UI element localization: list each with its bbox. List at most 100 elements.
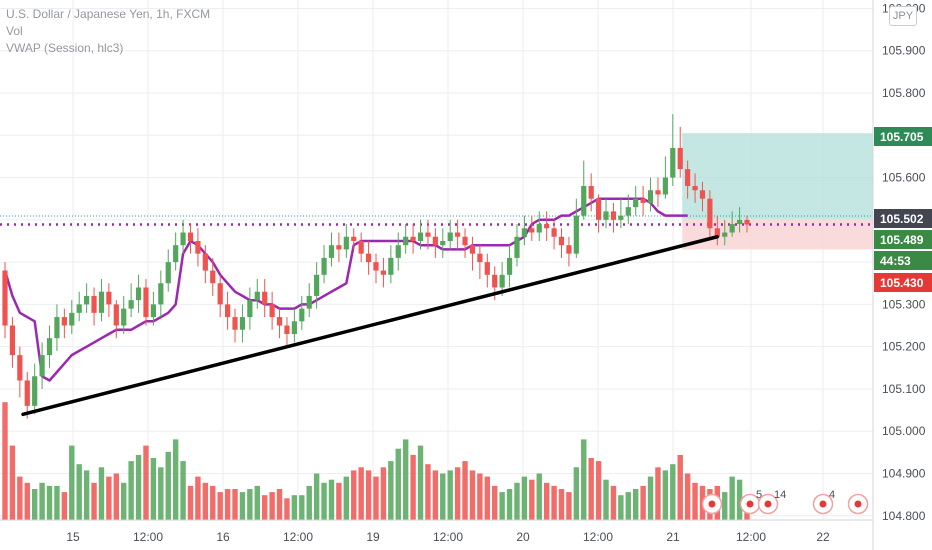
candle-body	[180, 232, 186, 246]
volume-bar	[113, 473, 119, 520]
volume-indicator-label[interactable]: Vol	[6, 24, 23, 38]
volume-bar	[618, 495, 624, 520]
candle	[484, 253, 490, 288]
candle-body	[707, 198, 713, 229]
volume-bar	[670, 464, 676, 520]
volume-bar	[217, 492, 223, 520]
candle-body	[573, 215, 579, 254]
y-tick-label: 105.600	[882, 171, 926, 185]
candle-body	[17, 355, 23, 381]
candle-body	[299, 308, 305, 322]
volume-bar	[24, 482, 30, 520]
symbol-title[interactable]: U.S. Dollar / Japanese Yen, 1h, FXCM	[6, 7, 211, 21]
candle	[662, 156, 668, 199]
candle-body	[744, 219, 750, 225]
candle-body	[173, 245, 179, 263]
candle	[321, 245, 327, 284]
volume-bar	[610, 485, 617, 520]
candle-body	[403, 236, 409, 246]
volume-bar	[558, 489, 565, 520]
candle	[373, 253, 379, 284]
volume-bar	[432, 470, 439, 520]
volume-bar	[358, 467, 364, 520]
trendline[interactable]	[21, 234, 720, 417]
volume-bar	[76, 464, 82, 520]
candle-body	[121, 308, 127, 326]
price-tag-bg	[874, 273, 932, 292]
candle-body	[388, 257, 394, 275]
event-dot	[708, 500, 716, 508]
currency-badge[interactable]: JPY	[889, 6, 917, 26]
candle	[106, 283, 112, 318]
volume-bar	[454, 467, 461, 520]
candle-body	[39, 355, 45, 377]
candle-body	[566, 245, 572, 254]
candle	[388, 245, 394, 284]
volume-bar	[128, 461, 134, 520]
candle	[195, 228, 201, 267]
candle	[633, 186, 639, 216]
candle	[573, 198, 579, 258]
candle	[262, 279, 268, 318]
candle	[469, 236, 476, 271]
volume-bar	[588, 458, 594, 520]
volume-bar	[722, 492, 728, 520]
candle	[314, 262, 320, 309]
candle	[618, 198, 624, 229]
vwap-indicator-label[interactable]: VWAP (Session, hlc3)	[6, 41, 124, 55]
candle	[432, 228, 438, 258]
candle-body	[373, 262, 379, 271]
candle-body	[395, 245, 401, 258]
candle-body	[150, 304, 156, 318]
candle	[225, 291, 231, 330]
candle	[247, 287, 253, 330]
volume-bar	[61, 492, 68, 520]
candle	[128, 283, 134, 318]
long-position-tool[interactable]	[0, 133, 873, 250]
candle	[158, 270, 164, 318]
volume-bar	[566, 492, 572, 520]
volume-bar	[573, 467, 580, 520]
x-tick-label: 16	[216, 530, 230, 544]
candle	[173, 232, 179, 271]
candle-body	[536, 224, 542, 233]
candle-body	[314, 274, 320, 296]
event-markers[interactable]: 5 14 4	[701, 489, 869, 515]
candle-body	[633, 198, 639, 208]
candle	[187, 224, 194, 254]
y-tick-label: 105.300	[882, 297, 926, 311]
volume-bar	[440, 473, 446, 520]
candle	[425, 219, 431, 250]
volume-bar	[499, 492, 505, 520]
vwap-series	[3, 197, 688, 382]
candle-body	[410, 236, 416, 241]
candle	[736, 207, 743, 233]
candle-body	[269, 304, 275, 318]
y-tick-label: 104.800	[882, 509, 926, 523]
candle-body	[135, 287, 142, 301]
candle-body	[440, 240, 446, 246]
volume-bar	[313, 473, 320, 520]
candle	[729, 211, 735, 237]
candle-body	[351, 236, 357, 241]
candle-body	[262, 291, 268, 305]
price-tag-label: 105.430	[880, 276, 924, 290]
event-count: 5	[756, 489, 762, 501]
candle-body	[2, 270, 8, 326]
volume-bar	[492, 485, 498, 520]
candle	[343, 224, 349, 258]
price-tag-bg	[874, 209, 932, 228]
volume-bar	[647, 476, 654, 520]
candle-body	[336, 245, 342, 250]
candle	[46, 325, 53, 368]
price-tag: 105.430	[874, 273, 932, 292]
volume-bar	[143, 445, 149, 520]
volume-bar	[187, 485, 194, 520]
candle-body	[143, 287, 149, 318]
volume-bar	[17, 476, 23, 520]
vwap-line	[3, 197, 688, 382]
candle	[135, 274, 142, 313]
candle	[232, 308, 238, 343]
volume-bar	[254, 485, 260, 520]
